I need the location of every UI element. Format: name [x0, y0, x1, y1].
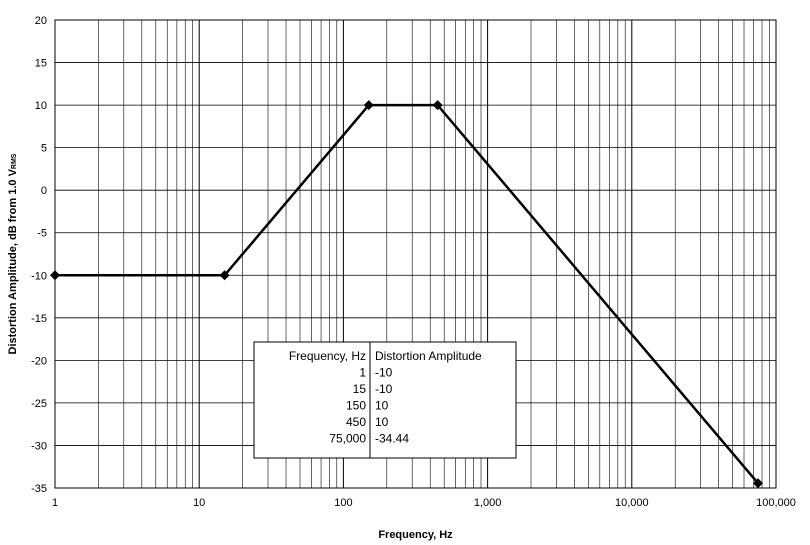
x-tick-label: 10,000	[615, 497, 649, 509]
table-cell-frequency: 15	[353, 382, 367, 396]
data-point-marker	[50, 270, 60, 281]
y-axis-title-sub: RMS	[11, 153, 18, 169]
y-tick-label: 10	[35, 100, 47, 112]
table-cell-amplitude: -10	[375, 366, 393, 380]
table-cell-frequency: 1	[359, 366, 366, 380]
x-tick-label: 1,000	[474, 497, 502, 509]
data-point-marker	[432, 100, 443, 111]
x-axis-title: Frequency, Hz	[378, 529, 453, 541]
y-tick-labels: 20 15 10 5 0 -5 -10 -15 -20 -25 -30 -35	[31, 15, 47, 495]
x-tick-label: 100,000	[756, 497, 796, 509]
y-tick-label: -20	[31, 355, 47, 367]
table-cell-amplitude: -10	[375, 382, 393, 396]
y-tick-label: 0	[41, 185, 47, 197]
y-tick-label: -5	[37, 228, 47, 240]
table-cell-amplitude: -34.44	[375, 432, 409, 446]
series-group	[50, 100, 763, 489]
y-tick-label: 5	[41, 143, 47, 155]
x-tick-label: 1	[52, 497, 58, 509]
data-point-marker	[219, 270, 230, 281]
data-point-marker	[363, 100, 374, 111]
table-cell-frequency: 450	[346, 415, 366, 429]
table-frame	[253, 341, 517, 459]
table-header-amplitude: Distortion Amplitude	[375, 349, 482, 363]
data-point-marker	[752, 478, 763, 489]
y-tick-label: -10	[31, 270, 47, 282]
y-axis-title: Distortion Amplitude, dB from 1.0 VRMS	[7, 153, 19, 354]
table-cell-amplitude: 10	[375, 415, 389, 429]
table-header-frequency: Frequency, Hz	[289, 349, 366, 363]
plot-frame	[54, 19, 777, 489]
y-tick-label: -30	[31, 440, 47, 452]
y-tick-label: -15	[31, 313, 47, 325]
y-axis-title-main: Distortion Amplitude, dB from 1.0 V	[7, 168, 19, 354]
table-cell-amplitude: 10	[375, 399, 389, 413]
y-tick-label: 20	[35, 15, 47, 27]
y-tick-label: 15	[35, 58, 47, 70]
y-tick-label: -25	[31, 398, 47, 410]
table-cell-frequency: 75,000	[329, 432, 366, 446]
x-tick-label: 10	[193, 497, 205, 509]
x-tick-label: 100	[334, 497, 352, 509]
y-tick-label: -35	[31, 483, 47, 495]
x-tick-labels: 1 10 100 1,000 10,000 100,000	[52, 497, 796, 509]
table-cell-frequency: 150	[346, 399, 366, 413]
